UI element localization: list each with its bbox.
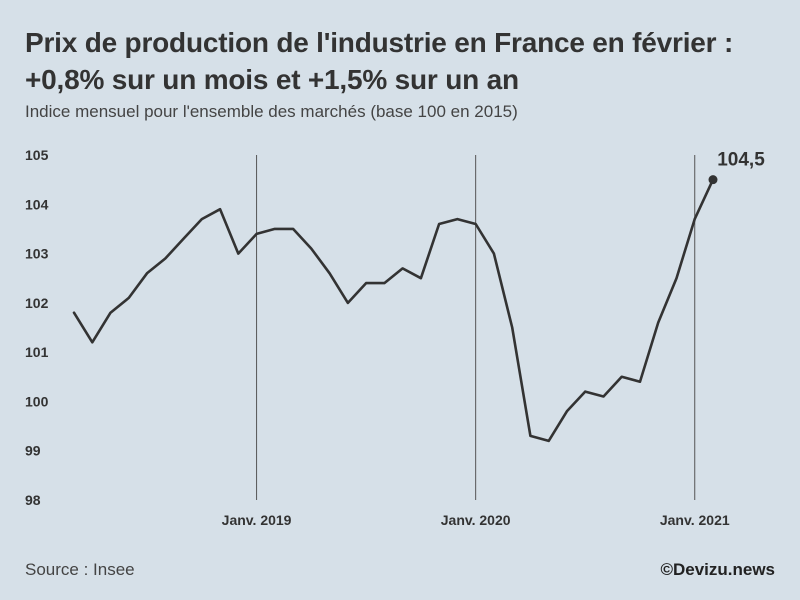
title-line-1: Prix de production de l'industrie en Fra…: [25, 27, 734, 58]
y-tick-label: 100: [25, 393, 49, 409]
y-tick-label: 102: [25, 295, 49, 311]
x-axis-ticks: Janv. 2019 Janv. 2020 Janv. 2021: [222, 512, 730, 528]
series-group: 104,5: [72, 150, 765, 443]
x-tick-label: Janv. 2021: [660, 512, 730, 528]
y-tick-label: 104: [25, 196, 49, 212]
x-tick-label: Janv. 2019: [222, 512, 292, 528]
title-line-2: +0,8% sur un mois et +1,5% sur un an: [25, 64, 519, 95]
y-tick-label: 99: [25, 443, 41, 459]
y-tick-label: 98: [25, 492, 41, 508]
y-tick-label: 101: [25, 344, 49, 360]
source-note: Source : Insee: [25, 560, 135, 579]
y-tick-label: 103: [25, 246, 49, 262]
chart-title: Prix de production de l'industrie en Fra…: [25, 24, 785, 98]
end-point-marker: [708, 175, 718, 185]
credit-link[interactable]: ©Devizu.news: [660, 560, 775, 579]
vertical-gridlines: [256, 155, 696, 500]
x-tick-label: Janv. 2020: [441, 512, 511, 528]
y-tick-label: 105: [25, 147, 49, 163]
chart-subtitle: Indice mensuel pour l'ensemble des march…: [25, 102, 518, 121]
end-value-label: 104,5: [717, 150, 765, 171]
series-line: [72, 178, 715, 443]
y-axis-ticks: 98 99 100 101 102 103 104 105: [25, 147, 49, 508]
